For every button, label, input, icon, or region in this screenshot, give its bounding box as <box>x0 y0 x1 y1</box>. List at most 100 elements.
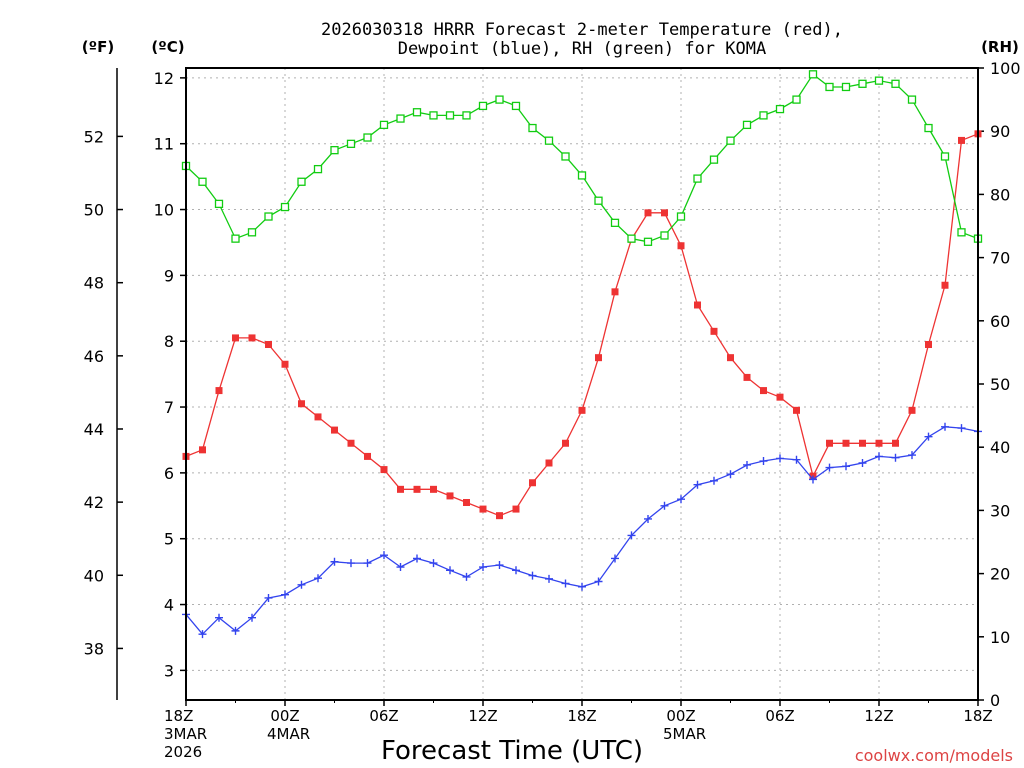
temperature-point <box>496 512 503 520</box>
dewpoint-point <box>561 579 570 588</box>
fahrenheit-tick-label: 52 <box>84 127 104 146</box>
rh-point <box>610 218 620 227</box>
rh-point <box>759 111 768 120</box>
dewpoint-point <box>215 613 223 622</box>
temperature-point <box>842 439 850 447</box>
celsius-tick-label: 7 <box>164 398 174 417</box>
dewpoint-point <box>710 476 718 485</box>
rh-point <box>462 111 471 120</box>
temperature-point <box>479 505 487 513</box>
rh-point <box>313 164 323 174</box>
rh-tick-label: 30 <box>990 501 1010 520</box>
rh-point <box>874 76 884 85</box>
dewpoint-point <box>644 514 652 523</box>
fahrenheit-unit-label: (ºF) <box>82 38 114 56</box>
temperature-point <box>644 209 652 217</box>
temperature-point <box>958 136 965 144</box>
rh-point <box>676 212 686 221</box>
temperature-point <box>281 360 289 368</box>
rh-point <box>363 133 372 142</box>
x-tick-label: 18Z <box>963 707 992 725</box>
celsius-tick-label: 5 <box>164 530 174 549</box>
chart-title-line1: 2026030318 HRRR Forecast 2-meter Tempera… <box>321 20 843 40</box>
temperature-point <box>232 334 239 342</box>
x-tick-label: 18Z <box>567 707 596 725</box>
dewpoint-point <box>281 590 289 599</box>
rh-point <box>429 111 438 120</box>
temperature-point <box>892 439 899 447</box>
rh-tick-label: 70 <box>990 249 1010 268</box>
temperature-point <box>595 354 602 362</box>
rh-tick-label: 80 <box>990 185 1010 204</box>
rh-point <box>577 171 587 180</box>
dewpoint-point <box>479 563 487 572</box>
temperature-point <box>710 327 718 335</box>
dewpoint-point <box>908 451 916 460</box>
rh-point <box>660 231 669 240</box>
rh-point <box>957 228 966 237</box>
rh-point <box>907 95 917 104</box>
rh-point <box>561 152 570 161</box>
rh-tick-label: 90 <box>990 122 1010 141</box>
dewpoint-point <box>363 559 372 568</box>
plot-frame <box>185 67 979 701</box>
x-tick-label: 00Z <box>666 707 695 725</box>
rh-tick-label: 50 <box>990 375 1010 394</box>
dewpoint-point <box>297 580 306 589</box>
rh-point <box>495 95 504 104</box>
dewpoint-point <box>413 554 421 563</box>
chart-title-line2: Dewpoint (blue), RH (green) for KOMA <box>398 39 766 59</box>
temperature-point <box>760 387 767 395</box>
temperature-point <box>215 387 223 395</box>
dewpoint-point <box>957 424 966 433</box>
temperature-point <box>364 452 371 460</box>
dewpoint-point <box>462 572 471 581</box>
celsius-tick-label: 9 <box>164 266 174 285</box>
dewpoint-point <box>825 463 834 472</box>
fahrenheit-tick-label: 38 <box>84 639 104 658</box>
rh-point <box>709 155 719 164</box>
temperature-point <box>562 439 569 447</box>
rh-unit-label: (RH) <box>981 38 1019 56</box>
x-tick-label: 3MAR <box>164 725 207 743</box>
rh-point <box>594 196 603 205</box>
rh-point <box>544 136 554 145</box>
rh-point <box>940 152 950 161</box>
dewpoint-point <box>248 613 256 622</box>
temperature-point <box>776 393 784 401</box>
temperature-point <box>199 446 206 454</box>
celsius-tick-label: 6 <box>164 464 174 483</box>
rh-point <box>726 136 735 145</box>
x-tick-label: 12Z <box>468 707 497 725</box>
rh-point <box>775 104 785 114</box>
temperature-point <box>875 439 883 447</box>
dewpoint-point <box>693 480 702 489</box>
dewpoint-point <box>809 475 817 484</box>
rh-point <box>742 120 752 130</box>
rh-point <box>297 177 306 186</box>
rh-point <box>379 120 389 130</box>
rh-point <box>412 108 422 117</box>
temperature-point <box>545 459 553 467</box>
x-tick-label: 4MAR <box>267 725 310 743</box>
dewpoint-point <box>891 453 900 462</box>
dewpoint-point <box>528 571 537 580</box>
rh-point <box>693 174 702 183</box>
rh-point <box>396 114 405 123</box>
temperature-point <box>793 406 800 414</box>
dewpoint-point <box>495 561 504 570</box>
rh-tick-label: 10 <box>990 628 1010 647</box>
x-tick-label: 06Z <box>765 707 794 725</box>
rh-point <box>627 234 636 243</box>
rh-tick-label: 40 <box>990 438 1010 457</box>
dewpoint-point <box>743 460 751 469</box>
celsius-tick-label: 3 <box>164 661 174 680</box>
rh-tick-label: 20 <box>990 565 1010 584</box>
temperature-point <box>529 479 536 487</box>
series-layer <box>181 70 983 639</box>
dewpoint-point <box>594 577 603 586</box>
fahrenheit-tick-label: 48 <box>84 274 104 293</box>
temperature-point <box>347 439 355 447</box>
temperature-point <box>661 209 668 217</box>
